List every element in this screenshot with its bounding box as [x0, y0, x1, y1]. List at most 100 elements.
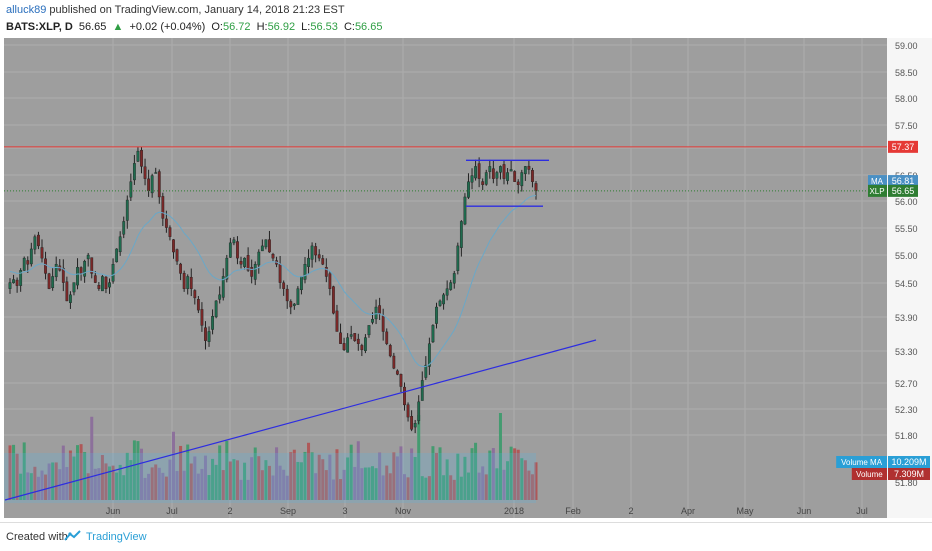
- candle-body: [239, 260, 243, 265]
- consolidation-channel[interactable]: [466, 159, 549, 207]
- tradingview-brand[interactable]: TradingView: [86, 531, 147, 543]
- candle-body: [438, 300, 442, 306]
- price-axis[interactable]: [887, 38, 932, 518]
- time-tick-label: Nov: [395, 506, 412, 516]
- volume-bar: [44, 474, 48, 500]
- volume-tag-name: Volume MA: [841, 458, 883, 467]
- candle-body: [520, 172, 524, 187]
- candle-body: [72, 282, 76, 293]
- candle-body: [69, 294, 72, 303]
- candle-body: [303, 264, 307, 280]
- time-tick-label: Jul: [166, 506, 178, 516]
- change-arrow-icon: ▲: [112, 21, 124, 33]
- price-tick-label: 55.00: [895, 251, 918, 261]
- volume-bar: [417, 415, 421, 500]
- price-tag-bg: [888, 184, 918, 197]
- volume-bar: [388, 473, 392, 500]
- trend-line[interactable]: [4, 339, 597, 501]
- symbol-label[interactable]: BATS:XLP, D: [6, 21, 73, 33]
- candle-body: [211, 316, 214, 330]
- volume-bar: [186, 444, 190, 500]
- candle-body: [502, 164, 506, 179]
- volume-bar: [509, 446, 513, 500]
- header: alluck89 published on TradingView.com, J…: [0, 0, 932, 40]
- candle-body: [310, 245, 314, 260]
- volume-bar: [484, 474, 488, 500]
- candle-body: [285, 288, 289, 302]
- candle-body: [150, 175, 154, 194]
- volume-bar: [456, 453, 460, 500]
- volume-bar: [221, 470, 225, 500]
- price-tick-label: 55.50: [895, 224, 918, 234]
- candle-body: [367, 325, 371, 336]
- volume-bar: [253, 447, 257, 500]
- candle-body: [228, 242, 232, 258]
- volume-tag-value: 7.309M: [894, 469, 924, 479]
- time-tick-label: 3: [342, 506, 347, 516]
- candle-body: [388, 345, 392, 357]
- volume-bar: [324, 470, 328, 500]
- volume-bar: [289, 452, 293, 500]
- candle-body: [467, 181, 470, 198]
- close-value: 56.65: [354, 21, 383, 33]
- candle-body: [196, 299, 200, 311]
- candles: [8, 146, 538, 434]
- candle-body: [342, 343, 346, 351]
- low-label: L:: [301, 21, 311, 33]
- candle-body: [477, 163, 481, 179]
- candle-body: [513, 171, 517, 182]
- tradingview-logo-icon[interactable]: [64, 529, 82, 543]
- candle-body: [420, 380, 424, 401]
- volume-bar: [299, 462, 303, 500]
- volume-bar: [346, 457, 350, 500]
- volume-bar: [452, 479, 456, 500]
- volume-bar: [339, 479, 343, 500]
- candle-body: [168, 227, 172, 237]
- candle-body: [378, 305, 382, 314]
- volume-bar: [523, 460, 527, 500]
- candle-body: [15, 279, 19, 286]
- volume-bar: [527, 470, 531, 500]
- time-tick-label: Jun: [797, 506, 812, 516]
- candle-body: [143, 166, 147, 179]
- volume-tag-name: Volume: [856, 470, 883, 479]
- volume-bar: [136, 441, 140, 500]
- candle-body: [413, 423, 417, 428]
- candle-body: [442, 294, 445, 305]
- candle-body: [264, 239, 268, 248]
- volume-bar: [385, 465, 389, 500]
- candle-body: [282, 282, 286, 289]
- price-chart[interactable]: 59.0058.5058.0057.5057.0056.5056.0055.50…: [0, 38, 932, 522]
- price-tag-name-bg: [868, 184, 887, 197]
- volume-bar: [413, 456, 417, 500]
- volume-bar: [406, 477, 410, 500]
- author-link[interactable]: alluck89: [6, 4, 47, 16]
- volume-bar: [143, 477, 147, 500]
- candle-body: [179, 263, 182, 274]
- candle-body: [140, 149, 143, 167]
- volume-bar: [399, 446, 403, 500]
- candle-body: [531, 170, 534, 182]
- candle-body: [459, 221, 463, 248]
- volume-bar: [378, 452, 382, 500]
- candle-body: [118, 236, 122, 253]
- candle-body: [93, 275, 97, 283]
- volume-bar: [403, 474, 406, 500]
- last-price: 56.65: [78, 21, 107, 33]
- candle-body: [61, 267, 65, 283]
- candle-body: [314, 246, 318, 256]
- volume-bar: [481, 466, 485, 500]
- candle-body: [324, 267, 328, 277]
- moving-average-line: [9, 195, 537, 368]
- candle-body: [349, 334, 353, 337]
- plot-area[interactable]: [4, 38, 887, 518]
- candle-body: [260, 245, 264, 252]
- volume-bar: [424, 477, 428, 500]
- candle-body: [250, 267, 254, 277]
- volume-bar: [200, 468, 204, 500]
- price-tag-name: MA: [871, 177, 884, 186]
- volume-bar: [434, 452, 438, 500]
- candle-body: [193, 290, 197, 299]
- candle-body: [399, 374, 403, 387]
- price-tick-label: 52.70: [895, 379, 918, 389]
